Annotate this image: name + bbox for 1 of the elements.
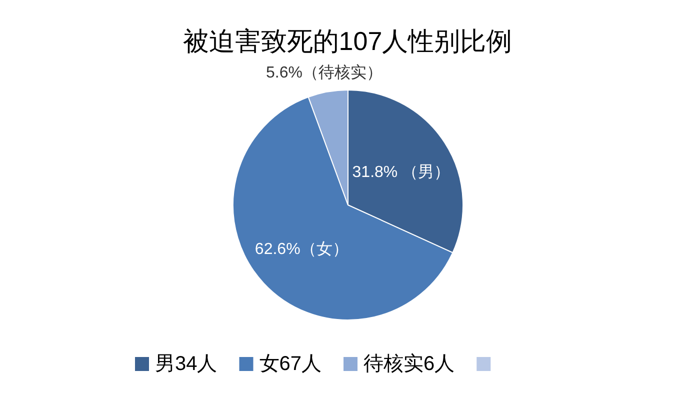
title: 被迫害致死的107人性别比例 bbox=[182, 26, 512, 56]
